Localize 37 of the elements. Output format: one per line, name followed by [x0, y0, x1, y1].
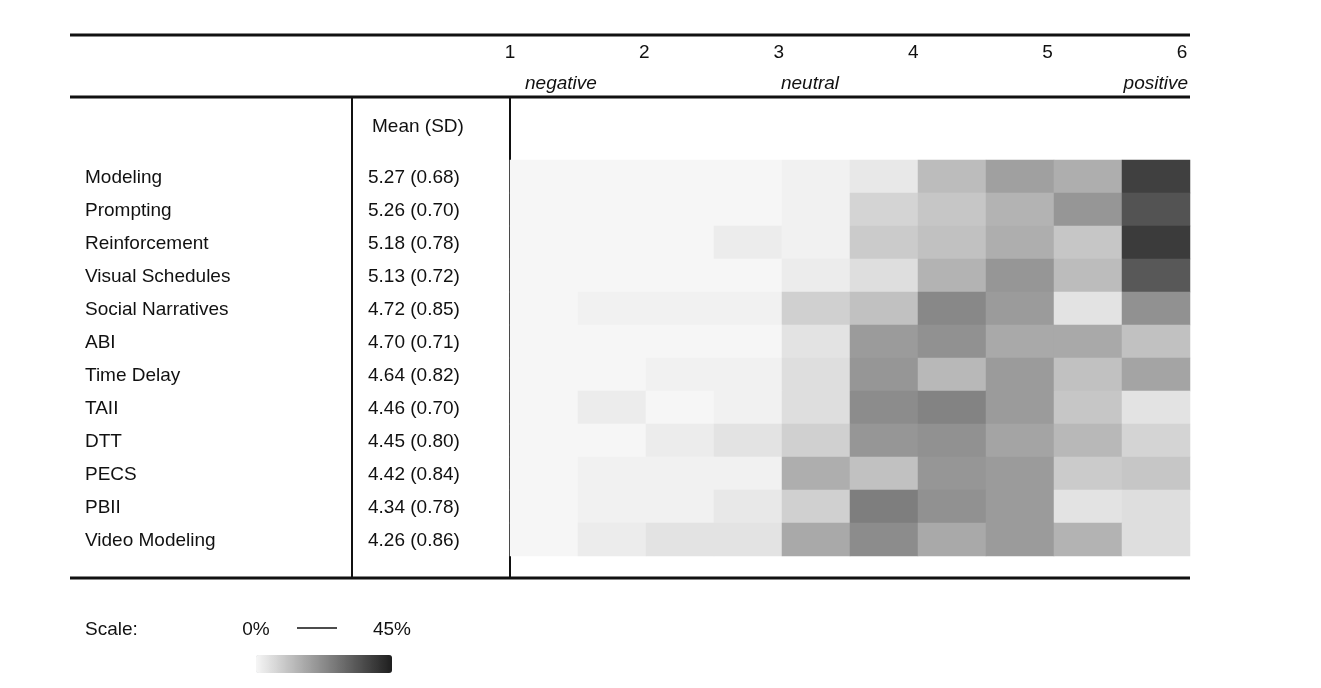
y-tick-label: Prompting [85, 199, 172, 220]
y-tick-label: Video Modeling [85, 529, 216, 550]
y2-tick-label: 4.42 (0.84) [368, 463, 460, 484]
y2-tick-label: 5.27 (0.68) [368, 166, 460, 187]
y2-tick-label: 5.18 (0.78) [368, 232, 460, 253]
y2-tick-label: 5.13 (0.72) [368, 265, 460, 286]
y-tick-label: PECS [85, 463, 137, 484]
y2-tick-label: 4.46 (0.70) [368, 397, 460, 418]
color-bar-title: Scale: [85, 617, 138, 639]
text: 5 [1042, 40, 1053, 62]
text: neutral [780, 71, 840, 93]
y2-tick-label: 5.26 (0.70) [368, 199, 460, 220]
text: negative [525, 71, 597, 93]
text: 6 [1176, 40, 1188, 62]
y2-tick-label: 4.64 (0.82) [368, 364, 460, 385]
text: 1 [504, 40, 516, 62]
y-tick-label: ABI [85, 331, 116, 352]
y-tick-label: Time Delay [85, 364, 181, 385]
y2-tick-label: 4.45 (0.80) [368, 430, 460, 451]
y-tick-label: Social Narratives [85, 298, 229, 319]
y2-axis-title: Mean (SD) [372, 114, 464, 136]
y-tick-label: DTT [85, 430, 123, 451]
text: 4 [907, 40, 919, 62]
color-bar-label: 0% [242, 617, 270, 639]
y-tick-label: PBII [85, 496, 121, 517]
y2-tick-label: 4.72 (0.85) [368, 298, 460, 319]
y2-tick-label: 4.26 (0.86) [368, 529, 460, 550]
y-tick-label: Modeling [85, 166, 163, 187]
text: 3 [773, 40, 785, 62]
y-tick-label: TAII [85, 397, 119, 418]
y2-tick-label: 4.34 (0.78) [368, 496, 460, 517]
y2-tick-label: 4.70 (0.71) [368, 331, 460, 352]
color-bar-label: 45% [372, 617, 412, 639]
y-tick-label: Reinforcement [85, 232, 210, 253]
text: positive [1122, 71, 1188, 93]
y-tick-label: Visual Schedules [85, 265, 231, 286]
text: 2 [639, 40, 650, 62]
